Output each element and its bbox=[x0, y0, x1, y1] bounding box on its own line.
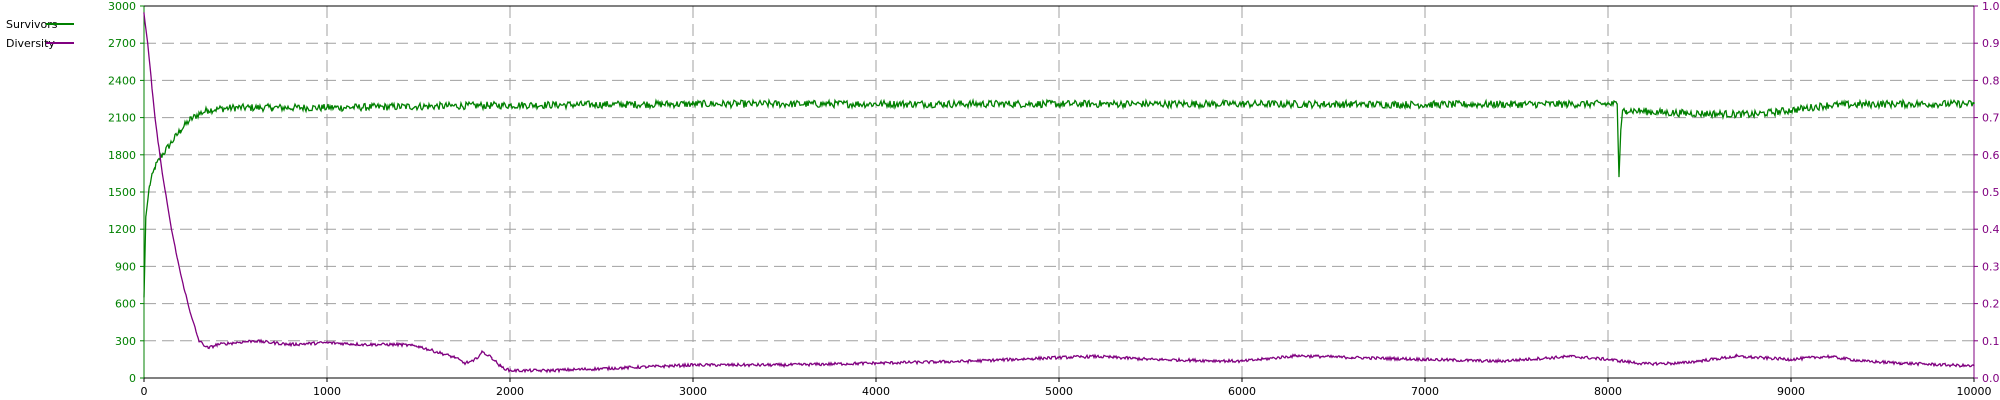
y-left-tick-label: 1800 bbox=[108, 149, 136, 162]
grid bbox=[144, 6, 1974, 378]
y-left-tick-label: 3000 bbox=[108, 0, 136, 13]
series-line-survivors bbox=[143, 97, 1975, 298]
x-tick-label: 9000 bbox=[1777, 385, 1805, 398]
y-left-tick-label: 1200 bbox=[108, 223, 136, 236]
y-right-tick-label: 0.00 bbox=[1982, 372, 2000, 385]
x-tick-label: 6000 bbox=[1228, 385, 1256, 398]
legend-label-diversity: Diversity bbox=[6, 37, 55, 50]
legend-label-survivors: Survivors bbox=[6, 18, 58, 31]
x-tick-label: 4000 bbox=[862, 385, 890, 398]
y-right-tick-label: 0.50 bbox=[1982, 186, 2000, 199]
series-lines bbox=[143, 12, 1975, 374]
x-tick-label: 1000 bbox=[313, 385, 341, 398]
axes: 0 1000 2000 3000 4000 5000 6000 7000 8000 9000 100… bbox=[108, 0, 2000, 398]
legend: Survivors Diversity bbox=[6, 18, 74, 50]
y-left-tick-label: 2100 bbox=[108, 112, 136, 125]
y-left-tick-label: 0 bbox=[129, 372, 136, 385]
y-right-tick-label: 0.70 bbox=[1982, 112, 2000, 125]
y-right-tick-label: 0.20 bbox=[1982, 298, 2000, 311]
y-left-tick-label: 1500 bbox=[108, 186, 136, 199]
y-right-tick-label: 0.60 bbox=[1982, 149, 2000, 162]
y-right-tick-label: 0.80 bbox=[1982, 74, 2000, 87]
x-tick-label: 8000 bbox=[1594, 385, 1622, 398]
y-left-tick-label: 300 bbox=[115, 335, 136, 348]
y-right-tick-label: 0.40 bbox=[1982, 223, 2000, 236]
y-right-tick-label: 1.00 bbox=[1982, 0, 2000, 13]
series-line-diversity bbox=[143, 12, 1975, 374]
y-right-tick-label: 0.30 bbox=[1982, 260, 2000, 273]
y-right-tick-label: 0.10 bbox=[1982, 335, 2000, 348]
x-tick-label: 10000 bbox=[1957, 385, 1992, 398]
x-tick-label: 5000 bbox=[1045, 385, 1073, 398]
y-left-tick-label: 900 bbox=[115, 260, 136, 273]
x-tick-label: 0 bbox=[141, 385, 148, 398]
y-left-tick-label: 2400 bbox=[108, 74, 136, 87]
x-tick-label: 7000 bbox=[1411, 385, 1439, 398]
x-tick-label: 2000 bbox=[496, 385, 524, 398]
y-right-tick-label: 0.90 bbox=[1982, 37, 2000, 50]
x-tick-label: 3000 bbox=[679, 385, 707, 398]
y-left-tick-label: 600 bbox=[115, 298, 136, 311]
y-left-tick-label: 2700 bbox=[108, 37, 136, 50]
